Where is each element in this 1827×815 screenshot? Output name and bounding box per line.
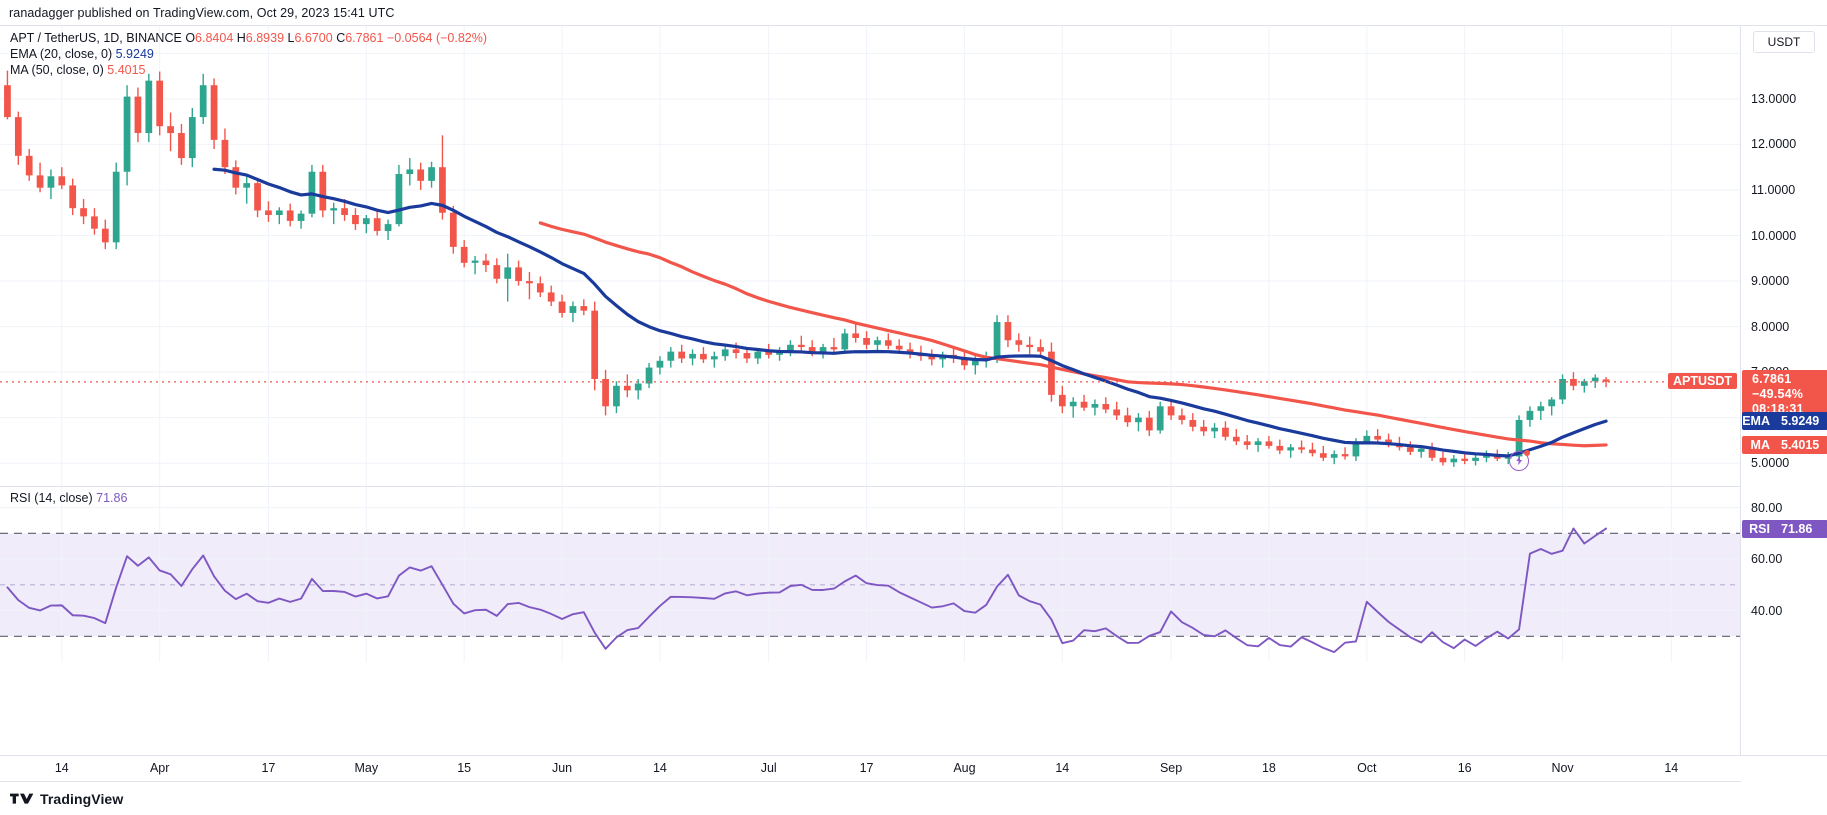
tradingview-logo[interactable]: TradingView [10,791,123,807]
time-label-15: Nov [1551,761,1574,775]
price-tick-4: 10.0000 [1751,228,1797,243]
chart-frame: APT / TetherUS, 1D, BINANCE O6.8404 H6.8… [0,25,1827,782]
time-label-9: Aug [953,761,976,775]
time-scale[interactable]: 14 Apr 17 May 15 Jun 14 Jul 17 Aug 14 Sep 18 Oct 16 Nov… [0,755,1827,781]
time-label-4: 15 [457,761,472,775]
attribution-bar: ranadagger published on TradingView.com,… [0,0,1827,25]
time-label-8: 17 [859,761,874,775]
time-label-1: Apr [149,761,170,775]
price-tick-5: 9.0000 [1751,274,1790,289]
ema-badge-value: 5.9249 [1775,412,1827,431]
price-tick-2: 12.0000 [1751,137,1797,152]
footer-bar: TradingView [0,782,1827,815]
rsi-tick-1: 60.00 [1751,552,1783,567]
ema-badge-label: EMA [1742,412,1775,431]
ma-badge-value: 5.4015 [1775,435,1827,454]
ema-value-badge[interactable]: EMA 5.9249 [1742,412,1827,431]
time-label-11: Sep [1159,761,1183,775]
rsi-legend: RSI (14, close) 71.86 [10,491,127,505]
price-tick-1: 13.0000 [1751,91,1797,106]
currency-label[interactable]: USDT [1753,31,1815,53]
rsi-pane[interactable]: RSI (14, close) 71.86 [0,487,1740,662]
rsi-tick-2: 40.00 [1751,603,1783,618]
price-tick-9: 5.0000 [1751,456,1790,471]
last-price-badge[interactable]: 6.7861 −49.54% 08:18:31 [1742,369,1827,420]
symbol-price-tag[interactable]: APTUSDT [1667,372,1737,389]
price-pane[interactable]: APT / TetherUS, 1D, BINANCE O6.8404 H6.8… [0,26,1740,486]
price-tick-6: 8.0000 [1751,319,1790,334]
rsi-canvas [0,487,1740,662]
time-label-7: Jul [760,761,777,775]
lightning-bolt-icon[interactable] [1509,449,1531,471]
rsi-badge-value: 71.86 [1775,519,1827,538]
time-label-14: 16 [1457,761,1472,775]
price-tick-3: 11.0000 [1751,182,1796,197]
lightning-bolt-dot [1524,449,1531,456]
time-label-0: 14 [54,761,69,775]
rsi-value-badge[interactable]: RSI 71.86 [1742,519,1827,538]
pane-divider[interactable] [0,486,1740,487]
ma-badge-label: MA [1742,435,1775,454]
candlestick-canvas [0,26,1740,486]
attribution-text: ranadagger published on TradingView.com,… [9,5,395,20]
rsi-legend-value: 71.86 [96,491,128,505]
rsi-tick-0: 80.00 [1751,500,1783,515]
last-price-percent: −49.54% [1752,386,1804,401]
tradingview-logo-icon [10,793,34,804]
ma-value-badge[interactable]: MA 5.4015 [1742,435,1827,454]
time-label-10: 14 [1055,761,1070,775]
last-price-value: 6.7861 [1752,371,1792,386]
time-label-16: 14 [1664,761,1679,775]
rsi-legend-title[interactable]: RSI (14, close) [10,491,93,505]
time-label-12: 18 [1261,761,1276,775]
price-scale[interactable]: USDT 13.0000 12.0000 11.0000 10.0000 9.0000 8… [1740,26,1827,782]
time-label-5: Jun [551,761,573,775]
time-label-6: 14 [652,761,667,775]
time-label-3: May [354,761,379,775]
time-label-2: 17 [261,761,276,775]
rsi-badge-label: RSI [1742,519,1775,538]
tradingview-logo-text: TradingView [40,790,124,807]
time-label-13: Oct [1357,761,1377,775]
